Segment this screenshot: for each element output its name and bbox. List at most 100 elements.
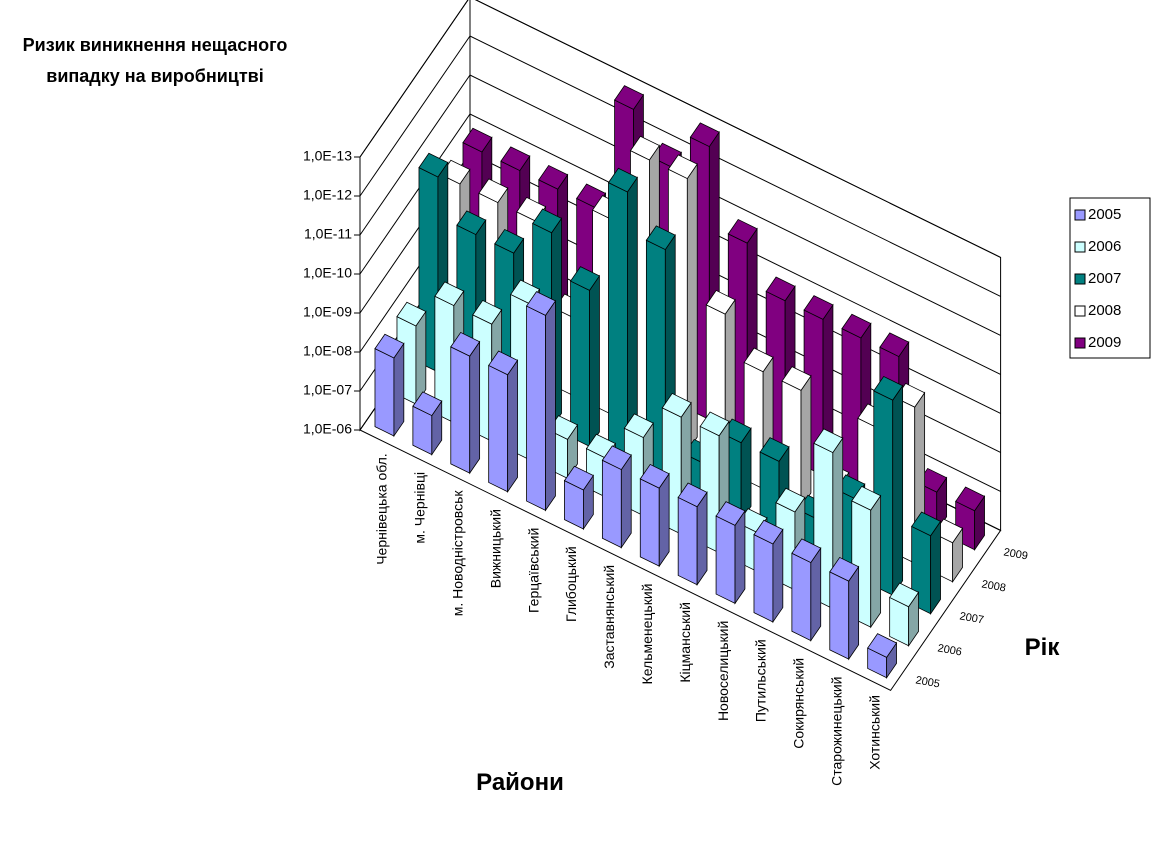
bar-top bbox=[727, 218, 758, 244]
bar-top bbox=[841, 313, 872, 339]
bar-top bbox=[851, 485, 882, 511]
x-tick-label: Герцаївський bbox=[525, 528, 541, 613]
bar-front bbox=[753, 534, 774, 623]
bar-front bbox=[526, 305, 546, 511]
y-tick-label: 1,0E-08 bbox=[303, 343, 352, 359]
bar-side-shade bbox=[589, 275, 600, 447]
bar-top bbox=[689, 122, 720, 148]
bar-top bbox=[500, 146, 531, 172]
x-tick-label: Старожинецький bbox=[828, 677, 844, 786]
bar-side-shade bbox=[627, 177, 638, 465]
bar-side-shade bbox=[583, 475, 594, 529]
x-tick-label: Путильський bbox=[753, 639, 769, 722]
bar-side-shade bbox=[735, 510, 745, 604]
z-tick-label: 2007 bbox=[959, 610, 985, 626]
bar-top bbox=[472, 299, 503, 325]
bar-side-shade bbox=[567, 424, 578, 479]
bar-front bbox=[488, 364, 509, 493]
bar-top bbox=[629, 135, 660, 161]
y-tick-label: 1,0E-11 bbox=[304, 226, 352, 242]
legend-swatch bbox=[1074, 209, 1086, 221]
bar-top bbox=[911, 511, 942, 537]
y-tick-label: 1,0E-13 bbox=[303, 148, 352, 164]
bar-front bbox=[601, 459, 622, 549]
bar-front bbox=[450, 346, 471, 474]
legend-label: 2007 bbox=[1088, 270, 1121, 287]
bar-top bbox=[396, 301, 427, 327]
bar-side-shade bbox=[772, 529, 783, 622]
bar-front bbox=[677, 496, 698, 586]
y-tick-label: 1,0E-07 bbox=[303, 382, 352, 398]
bar-side-shade bbox=[545, 300, 556, 511]
bar-top bbox=[791, 538, 822, 564]
bar-top bbox=[803, 295, 834, 320]
grid-line bbox=[359, 74, 1001, 336]
legend-label: 2008 bbox=[1088, 302, 1121, 319]
bar-top bbox=[456, 210, 487, 236]
bar-side-shade bbox=[952, 528, 963, 582]
x-tick-label: Кіцманський bbox=[677, 602, 693, 683]
bar-side-shade bbox=[621, 455, 632, 548]
bar-front bbox=[374, 348, 395, 437]
z-tick-label: 2008 bbox=[981, 578, 1007, 594]
legend-swatch bbox=[1074, 241, 1086, 253]
bar-top bbox=[715, 501, 746, 526]
bar-side-shade bbox=[801, 375, 811, 508]
bar-front bbox=[639, 478, 660, 567]
chart-title: Ризик виникнення нещасного випадку на ви… bbox=[22, 35, 288, 86]
bar-side-shade bbox=[870, 495, 881, 628]
z-tick-label: 2005 bbox=[915, 674, 941, 690]
bar-top bbox=[955, 486, 986, 512]
grid-line bbox=[359, 113, 1001, 375]
bar-side-shade bbox=[892, 385, 903, 596]
legend-swatch bbox=[1074, 337, 1086, 349]
bar-top bbox=[623, 413, 654, 439]
bar-top bbox=[563, 465, 594, 491]
x-tick-label: Чернівецька обл. bbox=[374, 453, 390, 564]
bar-top bbox=[759, 437, 790, 462]
bar-top bbox=[525, 291, 557, 316]
bar-top bbox=[677, 482, 708, 508]
bar-top bbox=[699, 411, 730, 437]
x-tick-label: Заставнянський bbox=[601, 565, 617, 669]
x-tick-label: Новоселицький bbox=[715, 621, 731, 721]
bar-top bbox=[462, 127, 493, 153]
bar-top bbox=[607, 167, 638, 193]
bar-top bbox=[889, 582, 920, 608]
bar-front bbox=[608, 182, 628, 466]
bar-front bbox=[715, 515, 736, 604]
x-tick-label: м. Новодністровськ bbox=[449, 490, 465, 617]
bar-top bbox=[494, 228, 525, 254]
bar-side-shade bbox=[848, 566, 859, 660]
x-tick-label: Кельменецький bbox=[639, 584, 655, 685]
z-tick-label: 2006 bbox=[937, 642, 963, 658]
legend-swatch bbox=[1074, 305, 1086, 317]
bar-top bbox=[374, 333, 405, 359]
bar-side-shade bbox=[974, 496, 985, 550]
bar-top bbox=[645, 225, 676, 251]
legend-label: 2006 bbox=[1088, 238, 1121, 255]
legend-swatch bbox=[1074, 273, 1086, 285]
bar-side-shade bbox=[810, 548, 821, 641]
bar-top bbox=[705, 289, 736, 315]
y-tick-label: 1,0E-06 bbox=[303, 421, 352, 437]
bar-front bbox=[791, 552, 812, 642]
bar-top bbox=[434, 281, 465, 307]
bar-top bbox=[538, 164, 569, 190]
bar-side-shade bbox=[431, 401, 442, 455]
legend-label: 2005 bbox=[1088, 206, 1121, 223]
bar-side-shade bbox=[469, 341, 480, 474]
x-axis-title: Райони bbox=[476, 769, 564, 796]
bar-top bbox=[743, 347, 774, 373]
x-tick-label: Сокирянський bbox=[791, 658, 807, 749]
x-tick-label: Хотинський bbox=[866, 695, 882, 770]
bar-top bbox=[412, 391, 443, 417]
bar-side-shade bbox=[741, 428, 752, 521]
bar-front bbox=[829, 571, 850, 660]
bar-side-shade bbox=[697, 492, 708, 585]
x-tick-label: Глибоцький bbox=[563, 546, 579, 622]
z-axis-title: Рік bbox=[1025, 634, 1061, 661]
bar-top bbox=[601, 445, 632, 471]
bar-top bbox=[873, 375, 904, 401]
